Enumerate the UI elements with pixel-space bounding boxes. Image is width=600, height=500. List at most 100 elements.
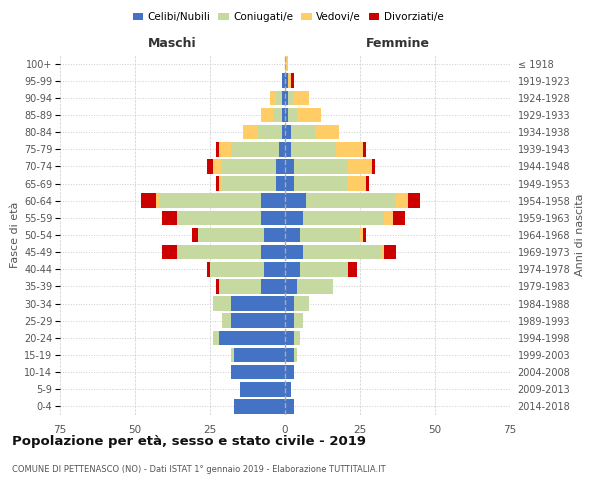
Bar	[285, 108, 288, 122]
Text: Femmine: Femmine	[365, 37, 430, 50]
Bar	[261, 194, 285, 208]
Bar	[282, 108, 285, 122]
Bar	[231, 348, 234, 362]
Bar	[219, 279, 261, 293]
Bar	[336, 142, 363, 156]
Bar	[315, 125, 339, 140]
Bar	[273, 108, 282, 122]
Bar	[192, 228, 198, 242]
Bar	[207, 262, 210, 276]
Bar	[222, 314, 231, 328]
Y-axis label: Fasce di età: Fasce di età	[10, 202, 20, 268]
Bar	[243, 125, 258, 140]
Bar	[285, 228, 300, 242]
Bar	[297, 279, 333, 293]
Bar	[261, 279, 285, 293]
Bar	[285, 365, 294, 380]
Bar	[285, 399, 294, 413]
Bar	[276, 159, 285, 174]
Bar	[363, 228, 366, 242]
Bar	[294, 176, 348, 191]
Bar	[285, 176, 294, 191]
Bar	[282, 90, 285, 105]
Bar	[231, 142, 279, 156]
Bar	[231, 314, 285, 328]
Bar	[291, 142, 336, 156]
Bar	[231, 365, 285, 380]
Bar	[216, 279, 219, 293]
Bar	[219, 330, 285, 345]
Bar	[366, 176, 369, 191]
Bar	[285, 348, 294, 362]
Bar	[285, 142, 291, 156]
Bar	[297, 108, 321, 122]
Bar	[288, 108, 297, 122]
Bar	[219, 176, 222, 191]
Bar	[384, 245, 396, 260]
Bar	[279, 142, 285, 156]
Bar	[270, 90, 276, 105]
Bar	[294, 348, 297, 362]
Bar	[294, 296, 309, 311]
Bar	[276, 90, 282, 105]
Bar	[294, 159, 348, 174]
Bar	[372, 159, 375, 174]
Bar	[285, 262, 300, 276]
Bar	[348, 176, 366, 191]
Text: Maschi: Maschi	[148, 37, 197, 50]
Bar	[162, 210, 177, 225]
Bar	[276, 176, 285, 191]
Bar	[285, 125, 291, 140]
Bar	[393, 210, 405, 225]
Bar	[285, 90, 288, 105]
Bar	[258, 125, 282, 140]
Bar	[216, 142, 219, 156]
Bar	[285, 314, 294, 328]
Bar	[288, 90, 294, 105]
Bar	[285, 74, 288, 88]
Bar	[234, 348, 285, 362]
Bar	[159, 194, 261, 208]
Bar	[162, 245, 177, 260]
Text: Popolazione per età, sesso e stato civile - 2019: Popolazione per età, sesso e stato civil…	[12, 435, 366, 448]
Bar	[285, 210, 303, 225]
Bar	[384, 210, 393, 225]
Text: COMUNE DI PETTENASCO (NO) - Dati ISTAT 1° gennaio 2019 - Elaborazione TUTTITALIA: COMUNE DI PETTENASCO (NO) - Dati ISTAT 1…	[12, 465, 386, 474]
Bar	[303, 245, 381, 260]
Bar	[216, 176, 219, 191]
Bar	[408, 194, 420, 208]
Bar	[348, 262, 357, 276]
Y-axis label: Anni di nascita: Anni di nascita	[575, 194, 584, 276]
Bar	[234, 399, 285, 413]
Bar	[240, 382, 285, 396]
Bar	[294, 90, 309, 105]
Bar	[300, 262, 348, 276]
Legend: Celibi/Nubili, Coniugati/e, Vedovi/e, Divorziati/e: Celibi/Nubili, Coniugati/e, Vedovi/e, Di…	[128, 8, 448, 26]
Bar	[288, 74, 291, 88]
Bar	[303, 210, 384, 225]
Bar	[222, 159, 276, 174]
Bar	[285, 159, 294, 174]
Bar	[291, 74, 294, 88]
Bar	[282, 74, 285, 88]
Bar	[363, 142, 366, 156]
Bar	[294, 314, 303, 328]
Bar	[285, 56, 288, 71]
Bar	[285, 330, 294, 345]
Bar	[294, 330, 300, 345]
Bar	[213, 330, 219, 345]
Bar	[285, 296, 294, 311]
Bar	[141, 194, 156, 208]
Bar	[213, 159, 222, 174]
Bar	[213, 296, 231, 311]
Bar	[291, 125, 315, 140]
Bar	[360, 228, 363, 242]
Bar	[264, 262, 285, 276]
Bar	[306, 194, 396, 208]
Bar	[300, 228, 360, 242]
Bar	[261, 108, 273, 122]
Bar	[285, 382, 291, 396]
Bar	[396, 194, 408, 208]
Bar	[222, 176, 276, 191]
Bar	[156, 194, 159, 208]
